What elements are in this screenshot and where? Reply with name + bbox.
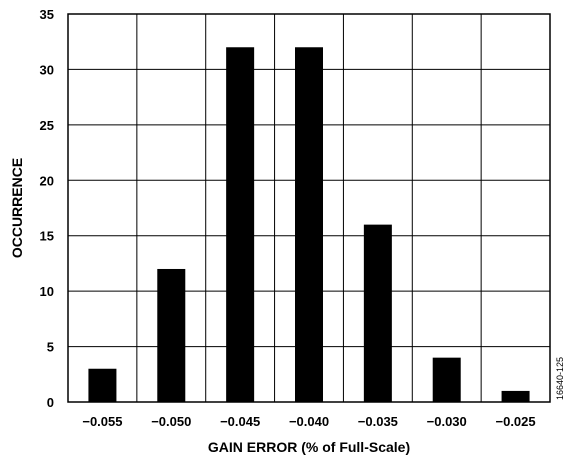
bar-6	[501, 390, 530, 402]
bar-5	[432, 357, 461, 402]
x-tick-label: −0.035	[358, 414, 398, 429]
x-tick-label: −0.040	[289, 414, 329, 429]
y-tick-label: 35	[40, 7, 54, 22]
x-tick-label: −0.025	[496, 414, 536, 429]
x-tick-label: −0.055	[82, 414, 122, 429]
x-tick-labels: −0.055 −0.050 −0.045 −0.040 −0.035 −0.030 −0.0…	[82, 414, 535, 429]
bar-4	[363, 224, 392, 402]
y-tick-labels: 0 5 10 15 20 25 30 35	[40, 7, 54, 410]
bar-2	[226, 47, 255, 402]
figure-id: 16640-125	[555, 357, 565, 400]
y-axis-label: OCCURRENCE	[9, 158, 25, 258]
bar-1	[157, 268, 186, 402]
y-tick-label: 30	[40, 62, 54, 77]
y-tick-label: 10	[40, 284, 54, 299]
y-tick-label: 0	[47, 395, 54, 410]
plot-frame	[67, 13, 551, 403]
x-axis-label: GAIN ERROR (% of Full-Scale)	[208, 439, 410, 455]
y-tick-label: 15	[40, 229, 54, 244]
bar-3	[295, 47, 323, 402]
y-tick-label: 25	[40, 118, 54, 133]
y-tick-label: 20	[40, 173, 54, 188]
x-tick-label: −0.050	[151, 414, 191, 429]
bars	[88, 47, 530, 402]
bar-0	[88, 368, 117, 402]
x-tick-label: −0.045	[220, 414, 260, 429]
x-tick-label: −0.030	[427, 414, 467, 429]
y-tick-label: 5	[47, 340, 54, 355]
